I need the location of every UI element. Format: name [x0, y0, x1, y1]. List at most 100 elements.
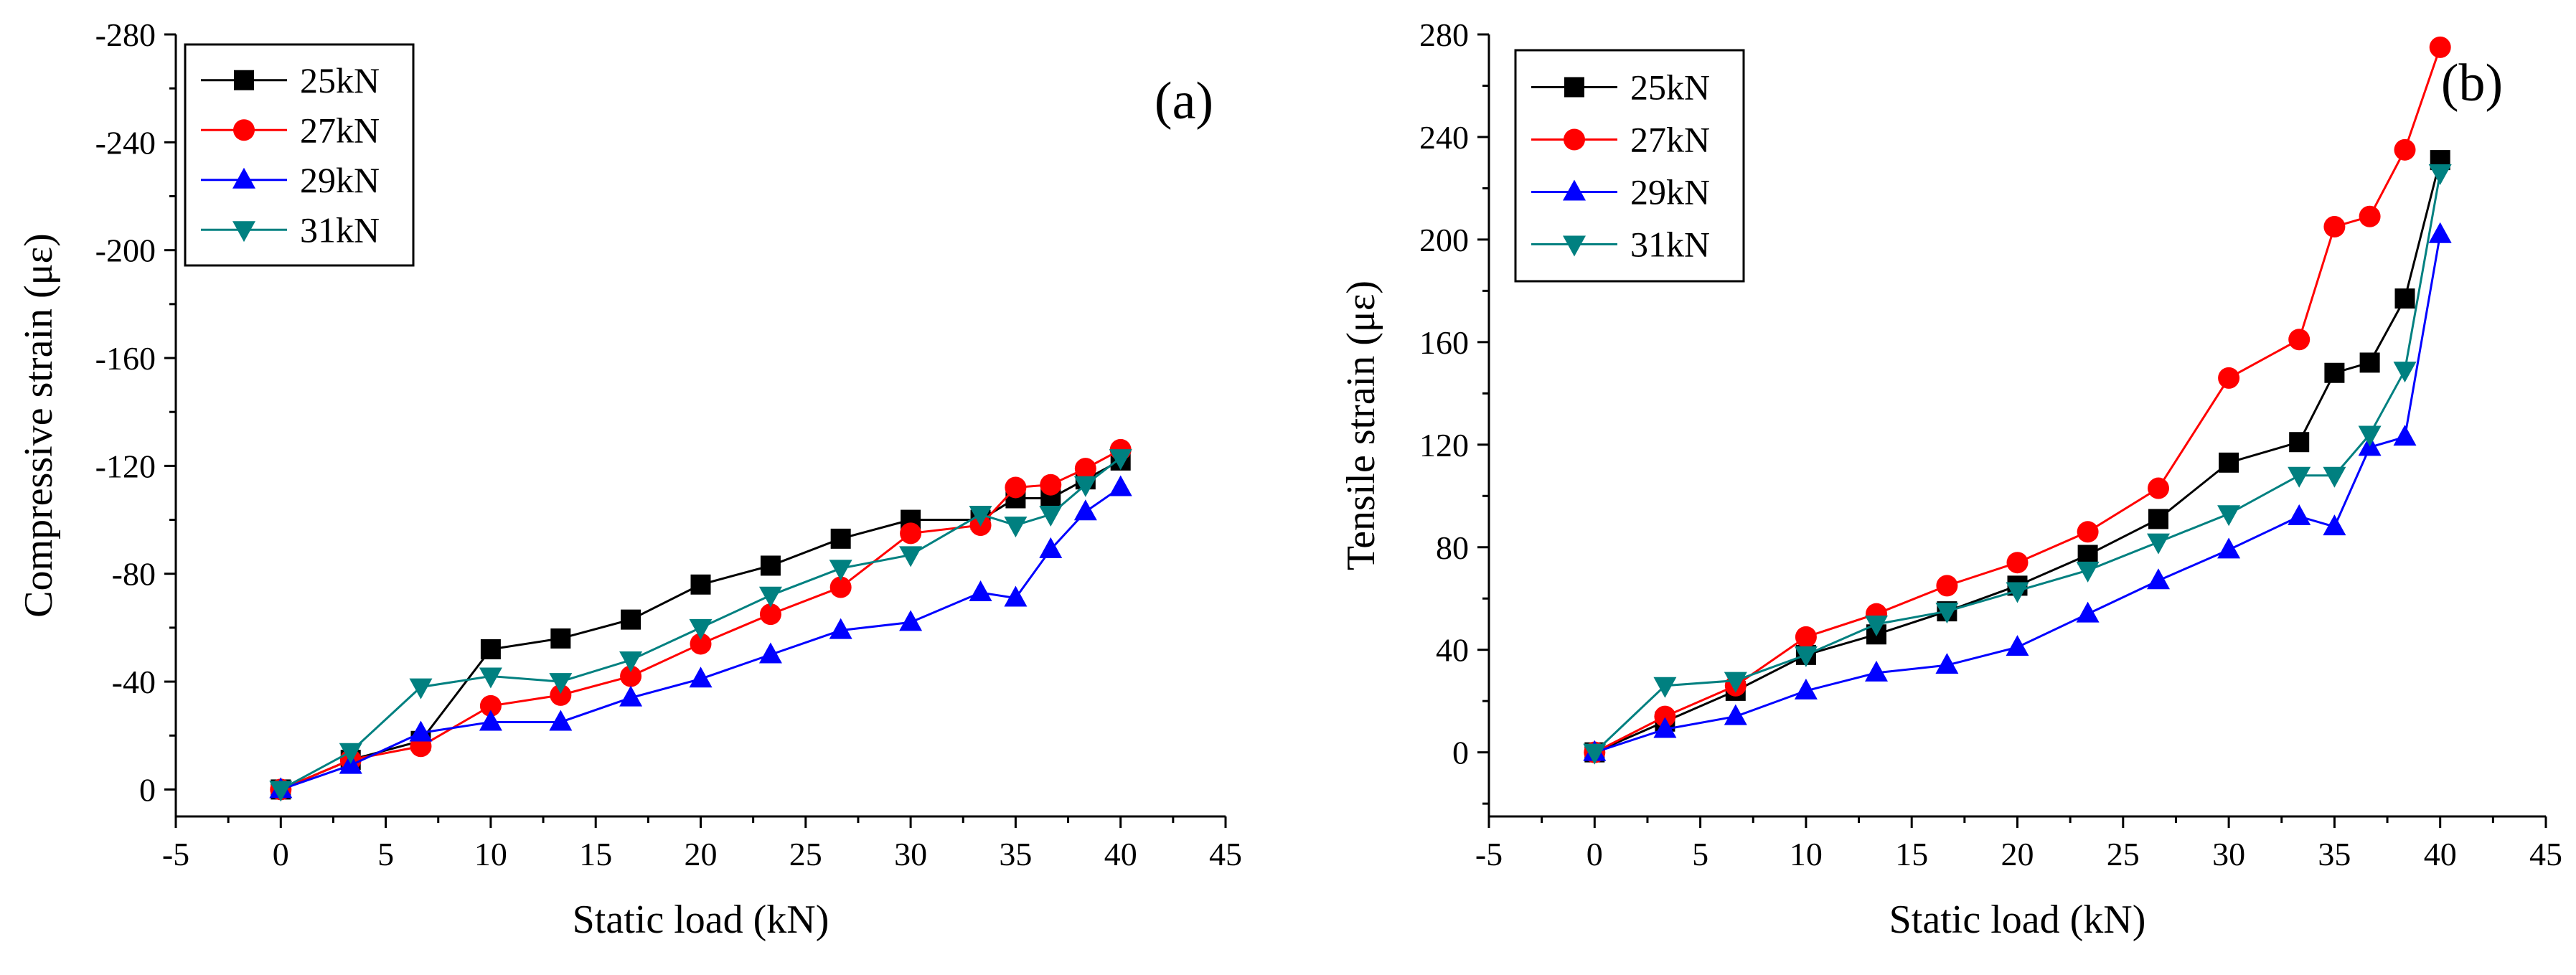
- data-point: [1936, 575, 1958, 597]
- data-point: [1654, 705, 1676, 727]
- data-point: [2324, 362, 2345, 383]
- data-point: [829, 576, 852, 598]
- data-point: [1794, 646, 1818, 667]
- x-tick-label: 0: [1587, 836, 1603, 872]
- data-point: [2429, 36, 2451, 58]
- data-point: [829, 560, 852, 581]
- data-point: [1004, 585, 1028, 607]
- legend-marker: [232, 167, 255, 189]
- data-point: [760, 555, 781, 576]
- data-point: [1039, 506, 1063, 527]
- x-tick-label: 35: [2318, 836, 2351, 872]
- data-point: [1073, 476, 1097, 497]
- legend: 25kN 27kN 29kN 31kN: [184, 43, 415, 267]
- legend-entry: 27kN: [1531, 120, 1710, 160]
- data-point: [2394, 138, 2416, 161]
- series-line: [1594, 234, 2442, 754]
- legend-entry: 29kN: [201, 160, 380, 200]
- data-point: [2428, 164, 2452, 185]
- data-point: [620, 665, 642, 687]
- data-point: [689, 667, 713, 688]
- data-point: [1005, 476, 1027, 499]
- legend-entry: 31kN: [201, 209, 380, 250]
- legend-label: 25kN: [300, 60, 380, 100]
- legend-label: 27kN: [300, 110, 380, 150]
- legend-marker: [1564, 77, 1584, 98]
- y-tick-label: 280: [1419, 17, 1469, 53]
- series-29kN: [269, 475, 1132, 799]
- y-tick-label: -160: [95, 340, 156, 377]
- data-point: [1935, 603, 1959, 624]
- data-point: [2147, 477, 2169, 499]
- data-point: [2428, 222, 2452, 243]
- data-point: [759, 603, 781, 626]
- y-tick-label: -280: [95, 17, 156, 53]
- data-point: [2006, 552, 2029, 574]
- data-point: [550, 684, 572, 706]
- x-tick-label: 20: [685, 836, 718, 872]
- x-tick-label: 15: [1895, 836, 1928, 872]
- data-point: [2359, 352, 2380, 373]
- data-point: [2359, 205, 2381, 227]
- data-point: [269, 781, 293, 802]
- data-point: [1039, 537, 1063, 558]
- y-tick-label: 80: [1436, 529, 1469, 566]
- data-point: [829, 618, 852, 639]
- series-31kN: [1583, 164, 2452, 765]
- legend-box: [1514, 49, 1745, 283]
- x-tick-label: 35: [999, 836, 1032, 872]
- x-tick-label: 0: [273, 836, 289, 872]
- x-tick-label: 10: [474, 836, 507, 872]
- y-tick-label: 40: [1436, 632, 1469, 669]
- data-point: [2076, 601, 2100, 623]
- data-point: [2146, 533, 2170, 555]
- legend-label: 31kN: [1630, 225, 1710, 265]
- legend-label: 25kN: [1630, 67, 1710, 108]
- y-tick-label: 200: [1419, 222, 1469, 258]
- data-point: [619, 651, 643, 672]
- data-point: [2077, 521, 2099, 543]
- data-point: [2288, 504, 2311, 525]
- data-point: [479, 710, 502, 731]
- x-tick-label: 45: [2529, 836, 2562, 872]
- data-point: [2218, 367, 2240, 389]
- data-point: [1074, 458, 1096, 480]
- y-tick-label: 120: [1419, 427, 1469, 463]
- legend-label: 27kN: [1630, 120, 1710, 160]
- data-point: [1795, 626, 1817, 648]
- legend-label: 31kN: [300, 209, 380, 250]
- data-point: [969, 506, 992, 527]
- x-axis-title: Static load (kN): [1889, 898, 2146, 942]
- data-point: [2288, 329, 2311, 351]
- x-tick-label: 5: [1692, 836, 1708, 872]
- x-tick-label: 25: [789, 836, 822, 872]
- data-point: [1583, 743, 1607, 765]
- data-point: [689, 618, 713, 640]
- y-tick-label: 0: [1452, 735, 1469, 771]
- data-point: [969, 580, 992, 602]
- legend-marker: [234, 70, 254, 90]
- data-point: [479, 694, 502, 717]
- series-29kN: [1583, 222, 2452, 761]
- data-point: [2323, 514, 2346, 536]
- data-point: [690, 574, 711, 595]
- y-tick-label: -200: [95, 232, 156, 269]
- x-axis-title: Static load (kN): [573, 898, 829, 942]
- data-point: [1935, 653, 1959, 674]
- y-tick-label: -80: [112, 556, 156, 593]
- data-point: [899, 546, 923, 567]
- data-point: [339, 743, 362, 764]
- x-tick-label: 10: [1790, 836, 1823, 872]
- data-point: [1794, 678, 1818, 700]
- y-tick-label: 240: [1419, 119, 1469, 156]
- data-point: [758, 586, 782, 608]
- legend-entry: 27kN: [201, 110, 380, 150]
- x-tick-label: 15: [579, 836, 612, 872]
- y-tick-label: -240: [95, 124, 156, 161]
- x-tick-label: 25: [2107, 836, 2140, 872]
- panel-label: (b): [2441, 54, 2503, 113]
- x-tick-label: -5: [162, 836, 189, 872]
- data-point: [621, 609, 641, 630]
- x-tick-label: 20: [2001, 836, 2034, 872]
- data-point: [2076, 561, 2100, 583]
